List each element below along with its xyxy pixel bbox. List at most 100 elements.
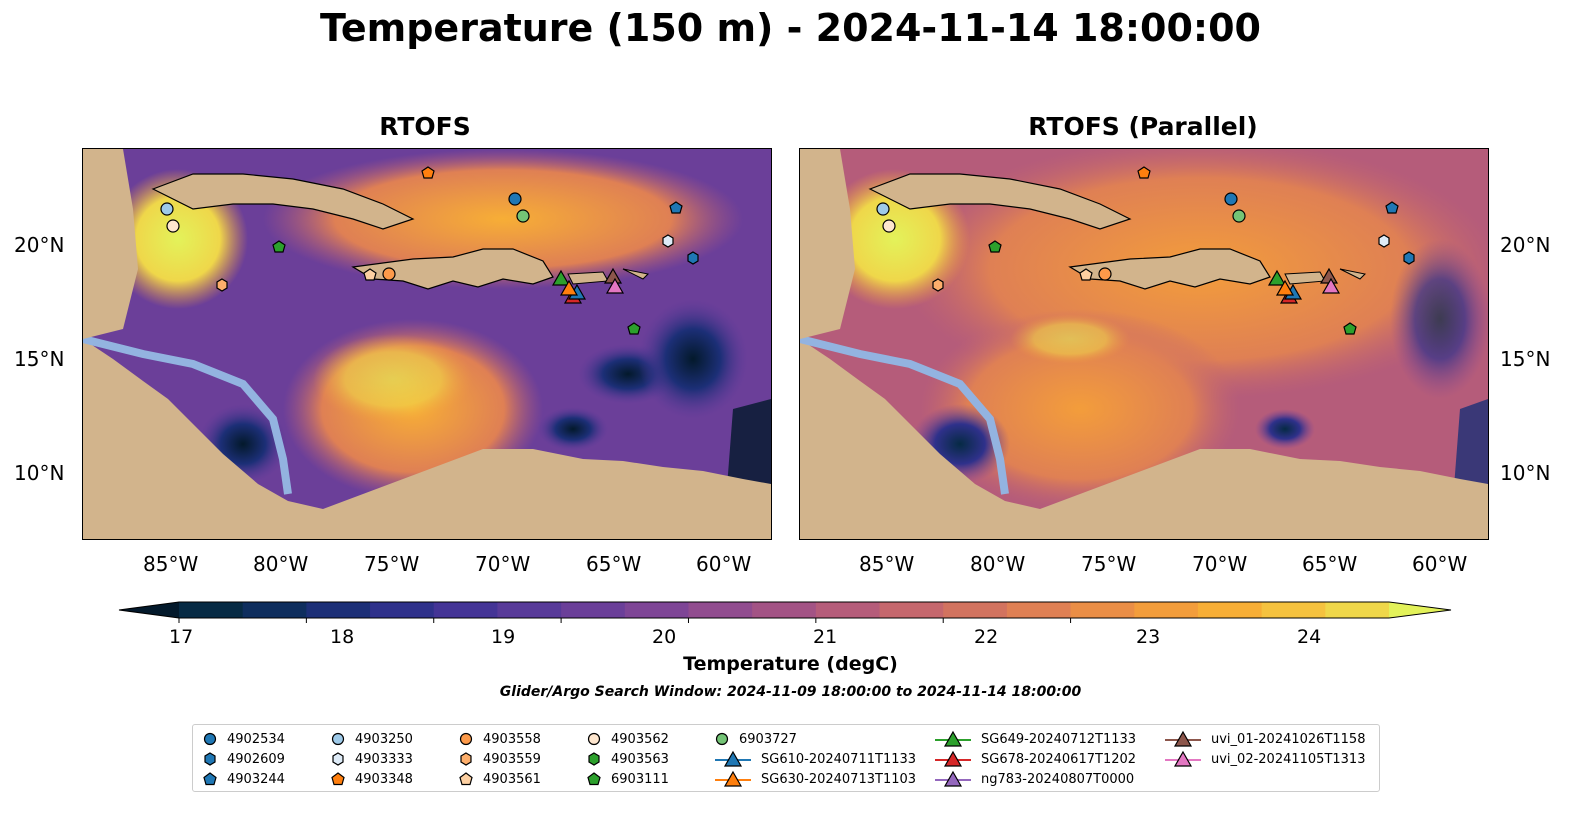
lon-tick-left-80: 80°W [253,552,309,576]
legend-item: uvi_01-20241026T1158 [1163,729,1365,749]
legend-item-label: uvi_02-20241105T1313 [1211,751,1366,767]
legend-item-label: 4903333 [355,751,413,767]
colorbar-bin [1134,602,1199,618]
lat-tick-15-left: 15°N [14,347,65,371]
legend-item-label: 4903250 [355,731,413,747]
colorbar-bin [1325,602,1390,618]
colorbar-bin [1261,602,1326,618]
lat-tick-10-left: 10°N [14,461,65,485]
panel-title-rtofs-parallel: RTOFS (Parallel) [1028,112,1258,141]
legend-item: 4903558 [457,729,541,749]
argo-float-markers-rtofs-parallel [876,166,1415,335]
legend-item: SG678-20240617T1202 [933,749,1136,769]
legend-item: 4903562 [585,729,669,749]
map-rtofs-parallel [799,148,1489,540]
colorbar-bin [306,602,371,618]
circle-marker-icon [201,730,227,748]
legend-item-label: 4902534 [227,731,285,747]
legend-item-label: uvi_01-20241026T1158 [1211,731,1366,747]
colorbar-tick-17: 17 [169,626,194,648]
lon-tick-right-65: 65°W [1302,552,1358,576]
lat-tick-20-left: 20°N [14,233,65,257]
colorbar-extend-low [119,602,179,618]
legend-item: 6903727 [713,729,797,749]
legend-item-label: 6903111 [611,771,669,787]
colorbar-bin [561,602,626,618]
colorbar-bin [1006,602,1072,618]
triangle-marker-icon [1163,750,1211,768]
colorbar-bin [943,602,1008,618]
pentagon-marker-icon [201,770,227,788]
legend-item-label: 6903727 [739,731,797,747]
legend-item-label: 4903562 [611,731,669,747]
colorbar-tick-20: 20 [652,626,677,648]
legend: 4902534 4902609 4903244 4903250 4903333 49033… [192,724,1380,792]
search-window-text: Glider/Argo Search Window: 2024-11-09 18… [499,684,1082,700]
colorbar-bin [179,602,244,618]
colorbar-bin [433,602,499,618]
map-rtofs [82,148,772,540]
colorbar-extend-high [1389,602,1451,618]
colorbar-bin [370,602,435,618]
lon-tick-right-80: 80°W [970,552,1026,576]
triangle-marker-icon [713,770,761,788]
pentagon-marker-icon [457,770,483,788]
legend-item: 4902609 [201,749,285,769]
colorbar-bin [1070,602,1135,618]
colorbar-bin [624,602,690,618]
panel-title-rtofs: RTOFS [379,112,471,141]
legend-item-label: 4903558 [483,731,541,747]
legend-item: 4903559 [457,749,541,769]
lon-tick-left-65: 65°W [586,552,642,576]
lat-tick-15-right: 15°N [1500,347,1551,371]
lon-tick-left-70: 70°W [475,552,531,576]
map-rtofs-canvas [83,149,771,539]
hexagon-marker-icon [329,750,355,768]
colorbar-tick-18: 18 [330,626,355,648]
legend-item: SG630-20240713T1103 [713,769,916,789]
circle-marker-icon [329,730,355,748]
triangle-marker-icon [713,750,761,768]
legend-item: 6903111 [585,769,669,789]
legend-item: SG610-20240711T1133 [713,749,916,769]
map-rtofs-parallel-canvas [800,149,1488,539]
colorbar [118,601,1452,623]
triangle-marker-icon [1163,730,1211,748]
legend-item: 4903348 [329,769,413,789]
argo-float-markers-rtofs [160,166,699,335]
lat-tick-10-right: 10°N [1500,461,1551,485]
triangle-marker-icon [933,770,981,788]
legend-item-label: SG678-20240617T1202 [981,751,1137,767]
colorbar-tick-23: 23 [1136,626,1161,648]
legend-item-label: ng783-20240807T0000 [981,771,1135,787]
colorbar-tick-19: 19 [491,626,516,648]
hexagon-marker-icon [201,750,227,768]
colorbar-bin [879,602,944,618]
colorbar-bin [688,602,753,618]
legend-item-label: 4903563 [611,751,669,767]
legend-item-label: 4903244 [227,771,285,787]
triangle-marker-icon [933,730,981,748]
circle-marker-icon [457,730,483,748]
colorbar-bin [242,602,307,618]
triangle-marker-icon [933,750,981,768]
legend-item-label: SG630-20240713T1103 [761,771,917,787]
colorbar-bin [752,602,817,618]
lon-tick-right-70: 70°W [1192,552,1248,576]
legend-item: uvi_02-20241105T1313 [1163,749,1365,769]
legend-item-label: SG649-20240712T1133 [981,731,1137,747]
legend-item: 4902534 [201,729,285,749]
legend-item: 4903563 [585,749,669,769]
legend-item: 4903244 [201,769,285,789]
hexagon-marker-icon [457,750,483,768]
lon-tick-left-60: 60°W [696,552,752,576]
legend-item-label: SG610-20240711T1133 [761,751,917,767]
hexagon-marker-icon [585,750,611,768]
colorbar-bin [1197,602,1263,618]
lat-tick-20-right: 20°N [1500,233,1551,257]
glider-markers-rtofs-parallel [1267,267,1341,304]
colorbar-tick-24: 24 [1297,626,1322,648]
legend-item: 4903250 [329,729,413,749]
lon-tick-left-85: 85°W [143,552,199,576]
lon-tick-right-85: 85°W [859,552,915,576]
